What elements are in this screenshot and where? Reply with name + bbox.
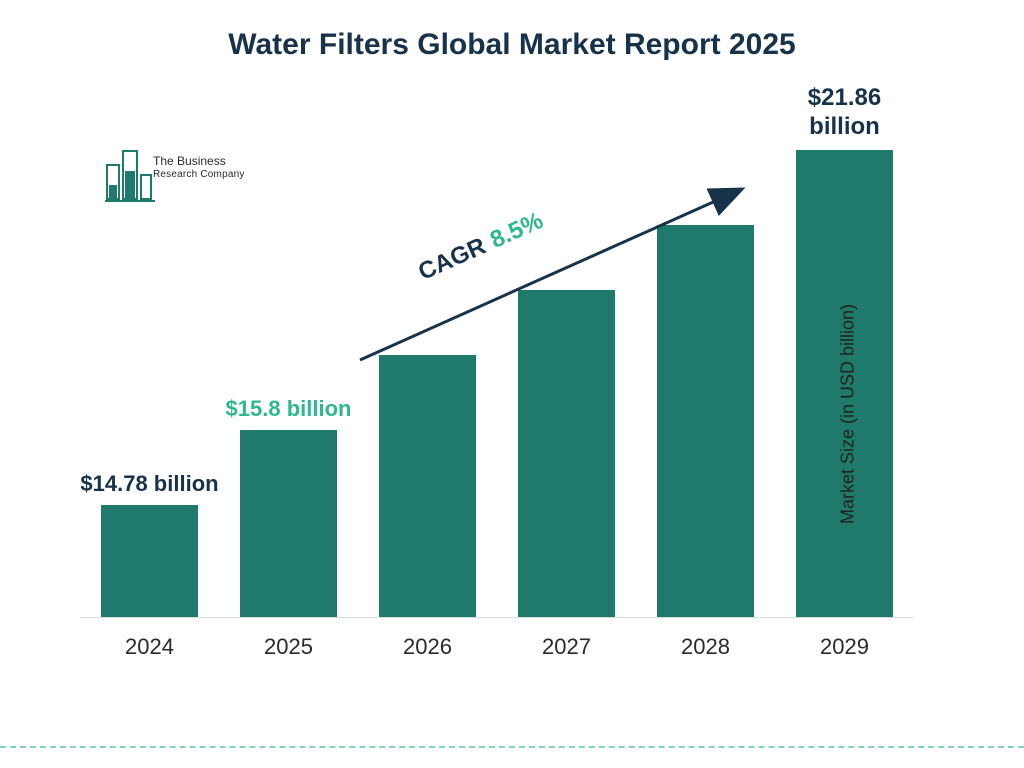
- footer-dash-line: [0, 746, 1024, 748]
- y-axis-label: Market Size (in USD billion): [837, 304, 858, 524]
- bar-slot: [636, 150, 775, 617]
- bars-container: $14.78 billion$15.8 billion$21.86 billio…: [80, 150, 914, 617]
- bar: [518, 290, 615, 617]
- x-axis-labels: 202420252026202720282029: [80, 634, 914, 660]
- bar-slot: $14.78 billion: [80, 150, 219, 617]
- bar: [379, 355, 476, 617]
- plot-area: $14.78 billion$15.8 billion$21.86 billio…: [80, 150, 914, 618]
- page: Water Filters Global Market Report 2025 …: [0, 0, 1024, 768]
- x-tick-label: 2028: [636, 634, 775, 660]
- bar: [240, 430, 337, 617]
- bar-value-label: $15.8 billion: [219, 396, 359, 422]
- x-tick-label: 2024: [80, 634, 219, 660]
- bar-slot: $15.8 billion: [219, 150, 358, 617]
- x-tick-label: 2027: [497, 634, 636, 660]
- bar: [657, 225, 754, 617]
- bar-value-label: $14.78 billion: [80, 471, 220, 497]
- bar: [101, 505, 198, 617]
- bar-value-label: $21.86 billion: [775, 84, 915, 142]
- bar-slot: [358, 150, 497, 617]
- x-tick-label: 2026: [358, 634, 497, 660]
- x-tick-label: 2029: [775, 634, 914, 660]
- x-tick-label: 2025: [219, 634, 358, 660]
- chart-title: Water Filters Global Market Report 2025: [0, 28, 1024, 62]
